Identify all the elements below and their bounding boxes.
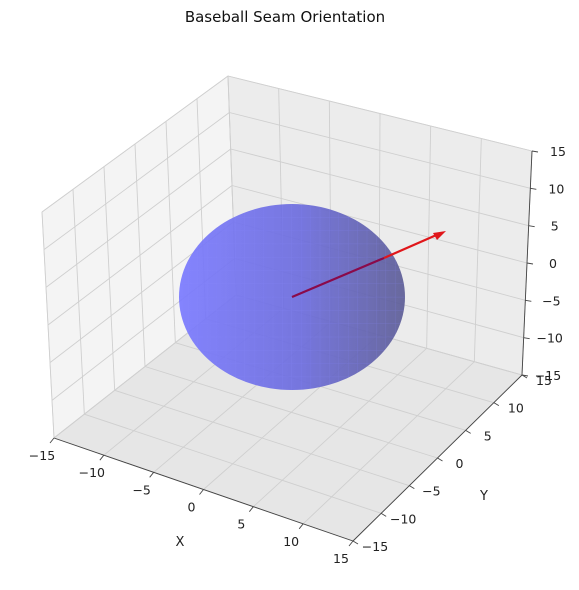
- z-tick: [530, 187, 537, 190]
- z-tick: [531, 150, 539, 153]
- x-tick: [99, 454, 105, 461]
- x-tick-label: 0: [188, 500, 196, 515]
- grid-line-y: [84, 413, 382, 514]
- y-tick-label: 5: [484, 428, 492, 443]
- grid-line-z: [45, 148, 231, 288]
- x-tick: [199, 489, 204, 495]
- grid-line-z: [229, 112, 531, 189]
- x-axis-label: X: [176, 535, 185, 550]
- y-tick-label: 0: [456, 456, 464, 471]
- grid-line-z: [47, 185, 233, 326]
- y-tick-label: 15: [536, 373, 552, 388]
- y-tick: [437, 457, 443, 462]
- x-tick-label: −15: [29, 448, 55, 463]
- grid-line-z: [231, 185, 528, 264]
- grid-line-z: [230, 148, 529, 227]
- y-tick-label: −15: [362, 539, 388, 554]
- seam-vector-head: [433, 231, 446, 240]
- z-tick: [526, 262, 534, 265]
- x-tick-label: 10: [283, 534, 299, 549]
- z-tick-label: −10: [536, 331, 562, 346]
- y-tick: [352, 540, 359, 545]
- z-tick-label: −15: [535, 368, 561, 383]
- x-tick: [149, 472, 155, 478]
- y-tick: [380, 512, 387, 517]
- z-tick-label: 0: [549, 256, 557, 271]
- z-tick: [523, 337, 530, 340]
- seam-vector-inside: [291, 256, 385, 299]
- grid-line-z: [43, 112, 230, 251]
- x-tick: [348, 540, 354, 547]
- grid-line-y: [114, 389, 410, 487]
- z-tick-label: 5: [551, 219, 559, 234]
- x-tick: [248, 506, 254, 512]
- y-tick-label: −5: [422, 484, 440, 499]
- z-tick-label: 15: [550, 144, 566, 159]
- grid-line-y: [144, 366, 438, 459]
- y-axis-label: Y: [479, 489, 488, 504]
- x-tick-label: 5: [237, 517, 245, 532]
- x-tick: [49, 437, 55, 444]
- z-tick: [528, 225, 535, 228]
- x-tick-label: 15: [333, 551, 349, 566]
- seam-vector: [383, 231, 442, 260]
- z-tick: [525, 299, 532, 302]
- grid-line-z: [227, 75, 533, 152]
- y-tick: [409, 485, 415, 490]
- x-tick: [298, 523, 304, 530]
- tick-marks: [49, 150, 539, 547]
- grid-line-z: [41, 75, 229, 213]
- tick-labels: −15−10−5051015−15−10−5051015−15−10−50510…: [29, 144, 566, 566]
- y-tick: [465, 429, 471, 434]
- z-tick: [521, 374, 529, 377]
- z-tick-label: −5: [542, 293, 560, 308]
- y-tick-label: 10: [508, 401, 524, 416]
- x-tick-label: −5: [132, 482, 150, 497]
- y-tick: [493, 402, 500, 407]
- y-tick-label: −10: [390, 511, 416, 526]
- z-tick-label: 10: [548, 181, 564, 196]
- x-tick-label: −10: [79, 465, 105, 480]
- chart-title: Baseball Seam Orientation: [185, 8, 385, 26]
